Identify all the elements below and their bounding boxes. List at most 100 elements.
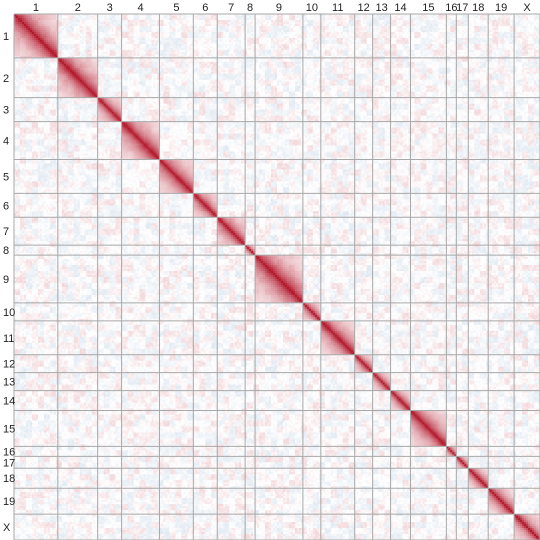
heatmap-cell [430, 28, 432, 30]
heatmap-cell [68, 16, 70, 18]
heatmap-cell [337, 22, 339, 24]
heatmap-cell [476, 26, 478, 28]
heatmap-cell [177, 24, 179, 26]
heatmap-cell [257, 28, 259, 30]
heatmap-cell [195, 16, 197, 18]
heatmap-cell [183, 18, 185, 20]
heatmap-cell [235, 36, 237, 38]
heatmap-cell [530, 16, 532, 18]
heatmap-cell [223, 26, 225, 28]
heatmap-cell [434, 24, 436, 26]
heatmap-cell [450, 34, 452, 36]
heatmap-cell [32, 26, 34, 28]
heatmap-cell [68, 20, 70, 22]
heatmap-cell [450, 30, 452, 32]
heatmap-cell [299, 18, 301, 20]
heatmap-cell [134, 38, 136, 40]
heatmap-cell [32, 18, 34, 20]
heatmap-cell [181, 32, 183, 34]
heatmap-cell [401, 30, 403, 32]
heatmap-cell [140, 22, 142, 24]
heatmap-cell [247, 34, 249, 36]
heatmap-cell [203, 24, 205, 26]
heatmap-cell [403, 34, 405, 36]
heatmap-cell [60, 22, 62, 24]
heatmap-cell [44, 18, 46, 20]
heatmap-cell [229, 24, 231, 26]
heatmap-cell [84, 20, 86, 22]
heatmap-cell [64, 30, 66, 32]
heatmap-cell [480, 26, 482, 28]
heatmap-cell [291, 28, 293, 30]
heatmap-cell [195, 38, 197, 40]
heatmap-cell [295, 16, 297, 18]
heatmap-cell [138, 20, 140, 22]
heatmap-cell [508, 16, 510, 18]
heatmap-cell [74, 34, 76, 36]
heatmap-cell [287, 26, 289, 28]
heatmap-cell [237, 16, 239, 18]
heatmap-cell [534, 26, 536, 28]
heatmap-cell [452, 26, 454, 28]
heatmap-cell [100, 32, 102, 34]
heatmap-cell [323, 34, 325, 36]
heatmap-cell [153, 32, 155, 34]
heatmap-cell [273, 36, 275, 38]
heatmap-cell [104, 16, 106, 18]
heatmap-cell [452, 18, 454, 20]
heatmap-cell [416, 24, 418, 26]
heatmap-cell [420, 32, 422, 34]
heatmap-cell [60, 36, 62, 38]
heatmap-cell [414, 34, 416, 36]
heatmap-cell [189, 16, 191, 18]
heatmap-cell [508, 18, 510, 20]
heatmap-cell [271, 18, 273, 20]
heatmap-cell [524, 36, 526, 38]
heatmap-cell [88, 32, 90, 34]
heatmap-cell [118, 20, 120, 22]
heatmap-cell [261, 36, 263, 38]
heatmap-cell [329, 36, 331, 38]
heatmap-cell [185, 26, 187, 28]
heatmap-cell [518, 16, 520, 18]
heatmap-cell [333, 24, 335, 26]
heatmap-cell [462, 22, 464, 24]
heatmap-cell [277, 34, 279, 36]
heatmap-cell [492, 32, 494, 34]
heatmap-cell [436, 24, 438, 26]
heatmap-cell [124, 16, 126, 18]
heatmap-cell [277, 28, 279, 30]
heatmap-cell [82, 30, 84, 32]
heatmap-cell [387, 24, 389, 26]
heatmap-cell [478, 36, 480, 38]
heatmap-cell [118, 32, 120, 34]
heatmap-cell [273, 32, 275, 34]
heatmap-cell [393, 16, 395, 18]
heatmap-cell [269, 16, 271, 18]
heatmap-cell [46, 24, 48, 26]
heatmap-cell [440, 18, 442, 20]
heatmap-cell [387, 30, 389, 32]
heatmap-cell [309, 32, 311, 34]
heatmap-cell [462, 20, 464, 22]
heatmap-cell [221, 16, 223, 18]
heatmap-cell [171, 24, 173, 26]
heatmap-cell [74, 38, 76, 40]
heatmap-cell [239, 16, 241, 18]
heatmap-cell [448, 34, 450, 36]
heatmap-cell [528, 18, 530, 20]
heatmap-cell [279, 22, 281, 24]
heatmap-cell [317, 34, 319, 36]
heatmap-cell [169, 20, 171, 22]
heatmap-cell [307, 16, 309, 18]
heatmap-cell [267, 18, 269, 20]
heatmap-cell [175, 36, 177, 38]
heatmap-cell [195, 24, 197, 26]
heatmap-cell [490, 22, 492, 24]
heatmap-cell [428, 32, 430, 34]
heatmap-cell [403, 22, 405, 24]
heatmap-cell [315, 30, 317, 32]
heatmap-cell [414, 22, 416, 24]
heatmap-cell [149, 22, 151, 24]
heatmap-cell [426, 36, 428, 38]
